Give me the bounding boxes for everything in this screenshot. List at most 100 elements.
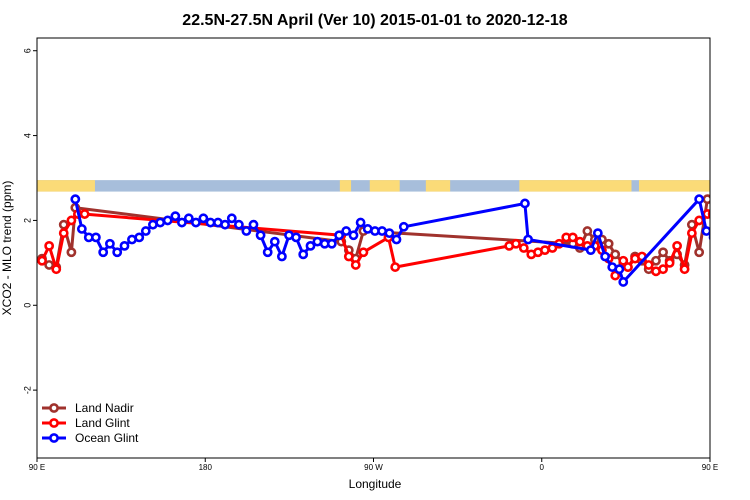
data-point [350, 260, 361, 270]
legend-swatch-marker [49, 433, 59, 443]
legend-label: Land Nadir [75, 401, 134, 415]
data-point [610, 270, 621, 281]
data-point [205, 217, 216, 228]
land-ocean-strip [37, 180, 710, 192]
data-point [326, 238, 337, 249]
data-point [658, 264, 668, 275]
data-point [170, 211, 181, 222]
data-point [37, 255, 47, 266]
data-point [119, 240, 130, 251]
data-point [592, 228, 603, 239]
data-point [694, 215, 705, 226]
data-point [518, 243, 529, 253]
data-point [600, 251, 611, 262]
data-point [255, 230, 266, 241]
data-point [233, 219, 244, 230]
data-point [298, 249, 309, 260]
data-point [162, 215, 173, 226]
data-point [731, 238, 738, 245]
data-point [70, 194, 81, 205]
data-point [198, 213, 209, 224]
data-point [134, 232, 145, 243]
land-segment [519, 180, 632, 192]
data-point [567, 232, 578, 243]
y-tick-label: 4 [22, 133, 32, 138]
series-1 [37, 209, 710, 281]
land-segment [339, 180, 352, 192]
y-axis-label: XCO2 - MLO trend (ppm) [0, 181, 14, 316]
data-point [694, 247, 705, 258]
y-tick-label: 0 [22, 303, 32, 308]
data-point [226, 213, 237, 224]
data-point [262, 247, 273, 258]
y-axis: -2 0 2 4 6 [22, 48, 37, 394]
data-point [520, 198, 530, 209]
data-point [511, 238, 521, 249]
data-point [44, 240, 55, 251]
y-tick-label: 2 [22, 218, 32, 223]
data-point [66, 215, 77, 226]
data-point [679, 264, 690, 275]
x-axis: 90 E 180 90 W 0 90 E [29, 458, 718, 472]
y-tick-label: -2 [22, 386, 32, 394]
data-point [623, 262, 633, 272]
data-point [112, 247, 123, 258]
data-point [384, 228, 395, 239]
data-point [305, 240, 316, 251]
data-point [574, 236, 585, 247]
legend-item: Land Nadir [42, 401, 134, 415]
data-point [276, 251, 287, 262]
x-tick-label: 90 W [364, 463, 383, 472]
data-point [686, 228, 697, 239]
series-2 [70, 194, 746, 287]
data-point [334, 230, 345, 241]
x-tick-label: 0 [540, 463, 545, 472]
data-point [79, 209, 90, 219]
data-point [585, 245, 596, 256]
x-tick-label: 90 E [29, 463, 45, 472]
legend-label: Ocean Glint [75, 431, 139, 445]
data-point [155, 217, 166, 228]
data-point [248, 219, 259, 230]
data-point [708, 234, 710, 241]
data-point [523, 234, 534, 245]
data-point [724, 249, 731, 256]
legend-label: Land Glint [75, 416, 130, 430]
data-point [105, 238, 115, 249]
legend-swatch-marker [49, 418, 59, 428]
data-point [614, 264, 625, 275]
x-tick-label: 180 [199, 463, 213, 472]
data-point [90, 232, 101, 243]
land-segment [638, 180, 710, 192]
data-point [176, 217, 187, 228]
data-point [694, 194, 705, 205]
land-segment [369, 180, 400, 192]
data-point [391, 234, 402, 245]
data-point [658, 247, 668, 258]
legend-item: Ocean Glint [42, 431, 139, 445]
data-point [717, 234, 724, 241]
data-point [540, 245, 550, 256]
legend-swatch-marker [49, 403, 59, 413]
x-tick-label: 90 E [702, 463, 718, 472]
data-point [390, 262, 401, 272]
data-point [58, 228, 69, 239]
data-point [343, 251, 354, 262]
data-point [51, 264, 62, 275]
data-point [398, 221, 409, 232]
data-point [739, 249, 746, 256]
data-point [241, 226, 252, 236]
data-point [348, 230, 359, 241]
data-point [603, 238, 614, 249]
data-point [582, 226, 593, 236]
land-segment [37, 180, 95, 192]
data-point [183, 213, 194, 224]
data-point [610, 249, 621, 260]
data-point [618, 255, 629, 266]
chart-title: 22.5N-27.5N April (Ver 10) 2015-01-01 to… [182, 12, 568, 29]
data-point [269, 236, 280, 247]
data-point [291, 232, 302, 243]
data-point [664, 257, 675, 268]
